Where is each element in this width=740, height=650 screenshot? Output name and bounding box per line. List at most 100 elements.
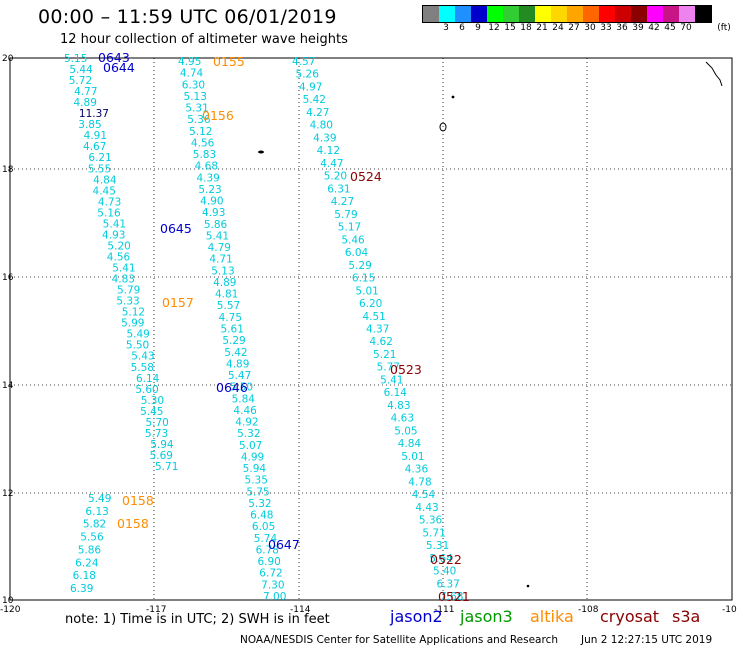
wave-height-value: 4.43: [415, 502, 438, 514]
wave-height-value: 5.15: [64, 53, 87, 65]
color-scale-label: 39: [632, 23, 644, 33]
pass-label: 0155: [213, 54, 245, 69]
map-frame: [9, 57, 733, 601]
color-swatch: [599, 6, 615, 22]
x-tick-label: -114: [290, 605, 311, 615]
color-swatch: [423, 6, 439, 22]
wave-height-value: 4.63: [391, 413, 414, 425]
wave-height-value: 4.77: [74, 86, 97, 98]
wave-height-value: 5.41: [112, 263, 135, 275]
wave-height-value: 5.43: [131, 351, 154, 363]
wave-height-value: 4.39: [313, 132, 336, 144]
island: [439, 122, 447, 132]
pass-label: 0647: [268, 537, 300, 552]
wave-height-value: 5.41: [103, 218, 126, 230]
wave-height-value: 5.60: [135, 384, 158, 396]
color-swatch: [439, 6, 455, 22]
pass-label: 0524: [350, 169, 382, 184]
wave-height-value: 5.45: [140, 406, 163, 418]
color-swatch: [519, 6, 535, 22]
color-scale-label: 21: [536, 23, 548, 33]
y-tick-label: 18: [2, 165, 14, 175]
wave-height-tracks: 5.155.445.724.774.8911.373.854.914.676.2…: [64, 53, 463, 603]
wave-height-value: 5.56: [80, 532, 104, 544]
wave-height-value: 5.55: [88, 163, 111, 175]
wave-height-value: 5.07: [239, 440, 262, 452]
lat-lon-grid: [10, 58, 732, 600]
wave-height-value: 5.13: [211, 265, 234, 277]
wave-height-value: 5.83: [193, 149, 216, 161]
wave-height-value: 5.29: [348, 260, 371, 272]
wave-height-value: 5.29: [222, 335, 245, 347]
color-swatch: [615, 6, 631, 22]
wave-height-value: 5.94: [150, 439, 174, 451]
wave-height-value: 4.56: [107, 251, 131, 263]
y-tick-label: 12: [2, 489, 13, 499]
color-scale-label: 42: [648, 23, 660, 33]
wave-height-value: 5.47: [228, 370, 251, 382]
pass-label: 0522: [430, 552, 462, 567]
wave-height-value: 5.05: [394, 425, 417, 437]
wave-height-value: 4.56: [191, 137, 215, 149]
wave-height-value: 6.21: [88, 152, 111, 164]
wave-height-value: 5.23: [198, 184, 221, 196]
wave-height-value: 5.16: [97, 207, 121, 219]
pass-label: 0643: [98, 50, 130, 65]
wave-height-value: 4.75: [219, 312, 242, 324]
wave-height-value: 6.39: [70, 583, 93, 595]
wave-height-value: 5.26: [296, 69, 320, 81]
map-border: [9, 57, 733, 601]
pass-label: 0158: [122, 493, 154, 508]
wave-height-value: 5.61: [221, 324, 244, 336]
wave-height-value: 4.67: [83, 141, 106, 153]
wave-height-value: 5.42: [224, 347, 247, 359]
legend-cryosat: cryosat: [600, 607, 660, 626]
wave-height-value: 4.84: [398, 438, 422, 450]
wave-height-value: 6.37: [436, 578, 459, 590]
wave-height-value: 5.73: [145, 428, 168, 440]
wave-height-value: 5.31: [185, 103, 208, 115]
wave-height-value: 5.49: [126, 329, 149, 341]
wave-height-value: 5.32: [248, 498, 271, 510]
wave-height-value: 5.50: [230, 382, 253, 394]
wave-height-value: 7.00: [263, 591, 286, 603]
wave-height-value: 6.15: [352, 273, 375, 285]
wave-height-value: 4.36: [405, 464, 429, 476]
color-swatch: [631, 6, 647, 22]
y-tick-label: 20: [2, 54, 14, 64]
wave-height-value: 6.05: [252, 521, 275, 533]
land-features: [258, 61, 723, 588]
pass-label: 0523: [390, 362, 422, 377]
credit-line: NOAA/NESDIS Center for Satellite Applica…: [240, 634, 558, 646]
pass-label: 0156: [202, 108, 234, 123]
color-scale-label: 9: [475, 23, 481, 33]
color-swatch: [567, 6, 583, 22]
wave-height-value: 6.20: [359, 298, 382, 310]
wave-height-value: 5.36: [419, 515, 443, 527]
wave-height-value: 4.83: [387, 400, 410, 412]
wave-height-value: 5.72: [69, 75, 92, 87]
wave-height-value: 4.12: [317, 145, 340, 157]
credit-timestamp: Jun 2 12:27:15 UTC 2019: [581, 634, 713, 646]
wave-height-value: 4.68: [195, 161, 218, 173]
wave-height-value: 4.79: [208, 242, 231, 254]
wave-height-value: 11.37: [79, 108, 109, 120]
island: [451, 95, 455, 99]
map-subtitle: 12 hour collection of altimeter wave hei…: [60, 32, 348, 47]
wave-height-value: 5.33: [116, 296, 139, 308]
color-swatch: [487, 6, 503, 22]
wave-height-value: 4.89: [226, 358, 249, 370]
legend-jason2: jason2: [390, 607, 443, 626]
wave-height-value: 5.32: [237, 428, 260, 440]
color-swatch: [471, 6, 487, 22]
wave-height-value: 6.14: [136, 373, 160, 385]
x-tick-label: -108: [578, 605, 599, 615]
wave-height-value: 4.51: [362, 311, 385, 323]
wave-height-value: 4.47: [320, 158, 343, 170]
wave-height-value: 5.75: [246, 486, 269, 498]
pass-label: 0521: [438, 589, 470, 604]
wave-height-value: 5.01: [401, 451, 424, 463]
wave-height-value: 5.40: [433, 566, 456, 578]
wave-height-value: 4.39: [196, 172, 219, 184]
